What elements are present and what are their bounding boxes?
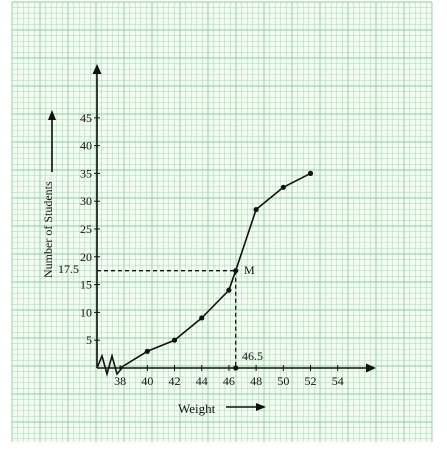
x-tick-label: 54 [332, 374, 344, 388]
ogive-curve [119, 170, 314, 369]
data-point-marker [199, 315, 205, 321]
x-tick-label: 38 [114, 374, 126, 388]
x-tick-label: 46 [223, 374, 235, 388]
y-label-arrow-head [48, 110, 56, 120]
median-guides [97, 270, 239, 371]
data-point-marker [307, 170, 314, 176]
y-tick-label: 30 [80, 194, 92, 208]
y-tick-label: 20 [80, 250, 92, 264]
y-axis-arrow [92, 64, 102, 74]
data-point-marker [226, 287, 232, 293]
y-tick-label: 45 [80, 111, 92, 125]
median-point-label: M [244, 263, 255, 277]
x-tick-label: 40 [141, 374, 153, 388]
data-point-marker [144, 348, 150, 354]
axis-break-zigzag [96, 353, 123, 377]
x-tick-label: 50 [277, 374, 289, 388]
data-point-marker [233, 268, 239, 274]
y-tick-label: 5 [86, 333, 92, 347]
median-foot-marker [233, 365, 239, 371]
y-tick-label: 10 [80, 305, 92, 319]
median-x-label: 46.5 [242, 349, 263, 363]
data-point-marker [253, 206, 259, 213]
x-tick-label: 44 [196, 374, 208, 388]
x-tick-label: 52 [305, 374, 317, 388]
x-label-arrow-head [256, 403, 266, 411]
annotations: Weight Number of Students M 46.5 17.5 [41, 181, 263, 416]
data-point-marker [280, 184, 286, 190]
axes [48, 64, 376, 411]
tick-labels: 38 40 42 44 46 48 50 52 54 5 10 15 20 25 30 35 40 45 [80, 111, 344, 388]
x-tick-label: 42 [169, 374, 181, 388]
x-axis-label: Weight [178, 401, 216, 416]
x-tick-label: 48 [250, 374, 262, 388]
data-point-marker [171, 337, 178, 343]
y-tick-label: 15 [80, 278, 92, 292]
x-axis-arrow [366, 363, 376, 373]
y-tick-label: 35 [80, 166, 92, 180]
y-axis-label: Number of Students [41, 181, 55, 278]
y-tick-label: 40 [80, 139, 92, 153]
y-tick-label: 25 [80, 222, 92, 236]
median-y-label: 17.5 [58, 262, 79, 276]
